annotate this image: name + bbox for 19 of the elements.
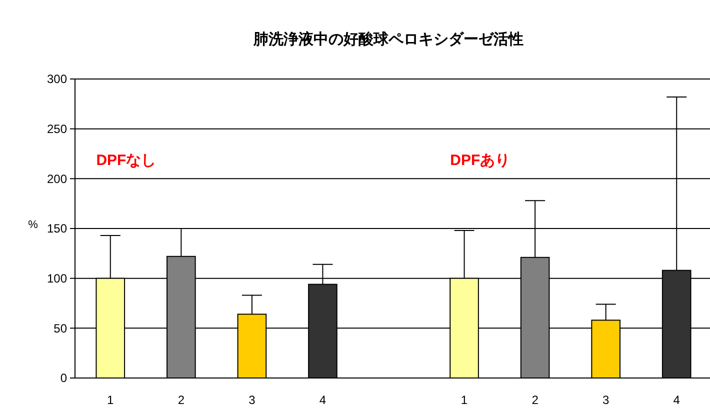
- y-axis-title: %: [28, 219, 38, 231]
- annotation: DPFなし: [96, 152, 156, 169]
- y-tick-label: 150: [46, 222, 68, 236]
- x-tick-label: 2: [178, 393, 185, 407]
- x-tick-label: 1: [107, 393, 114, 407]
- y-tick-label: 0: [60, 371, 68, 386]
- x-tick-label: 4: [319, 393, 326, 407]
- annotation: DPFあり: [450, 152, 510, 169]
- x-tick-label: 3: [602, 393, 610, 407]
- y-tick-label: 100: [46, 272, 68, 286]
- chart-title: 肺洗浄液中の好酸球ペロキシダーゼ活性: [252, 30, 524, 48]
- y-tick-label: 200: [46, 172, 68, 186]
- x-tick-label: 4: [673, 393, 680, 407]
- y-tick-label: 250: [46, 122, 68, 136]
- x-tick-label: 3: [248, 393, 256, 407]
- x-tick-label: 2: [532, 393, 539, 407]
- y-tick-label: 50: [54, 321, 68, 336]
- x-tick-label: 1: [460, 393, 468, 407]
- y-tick-label: 300: [46, 72, 68, 86]
